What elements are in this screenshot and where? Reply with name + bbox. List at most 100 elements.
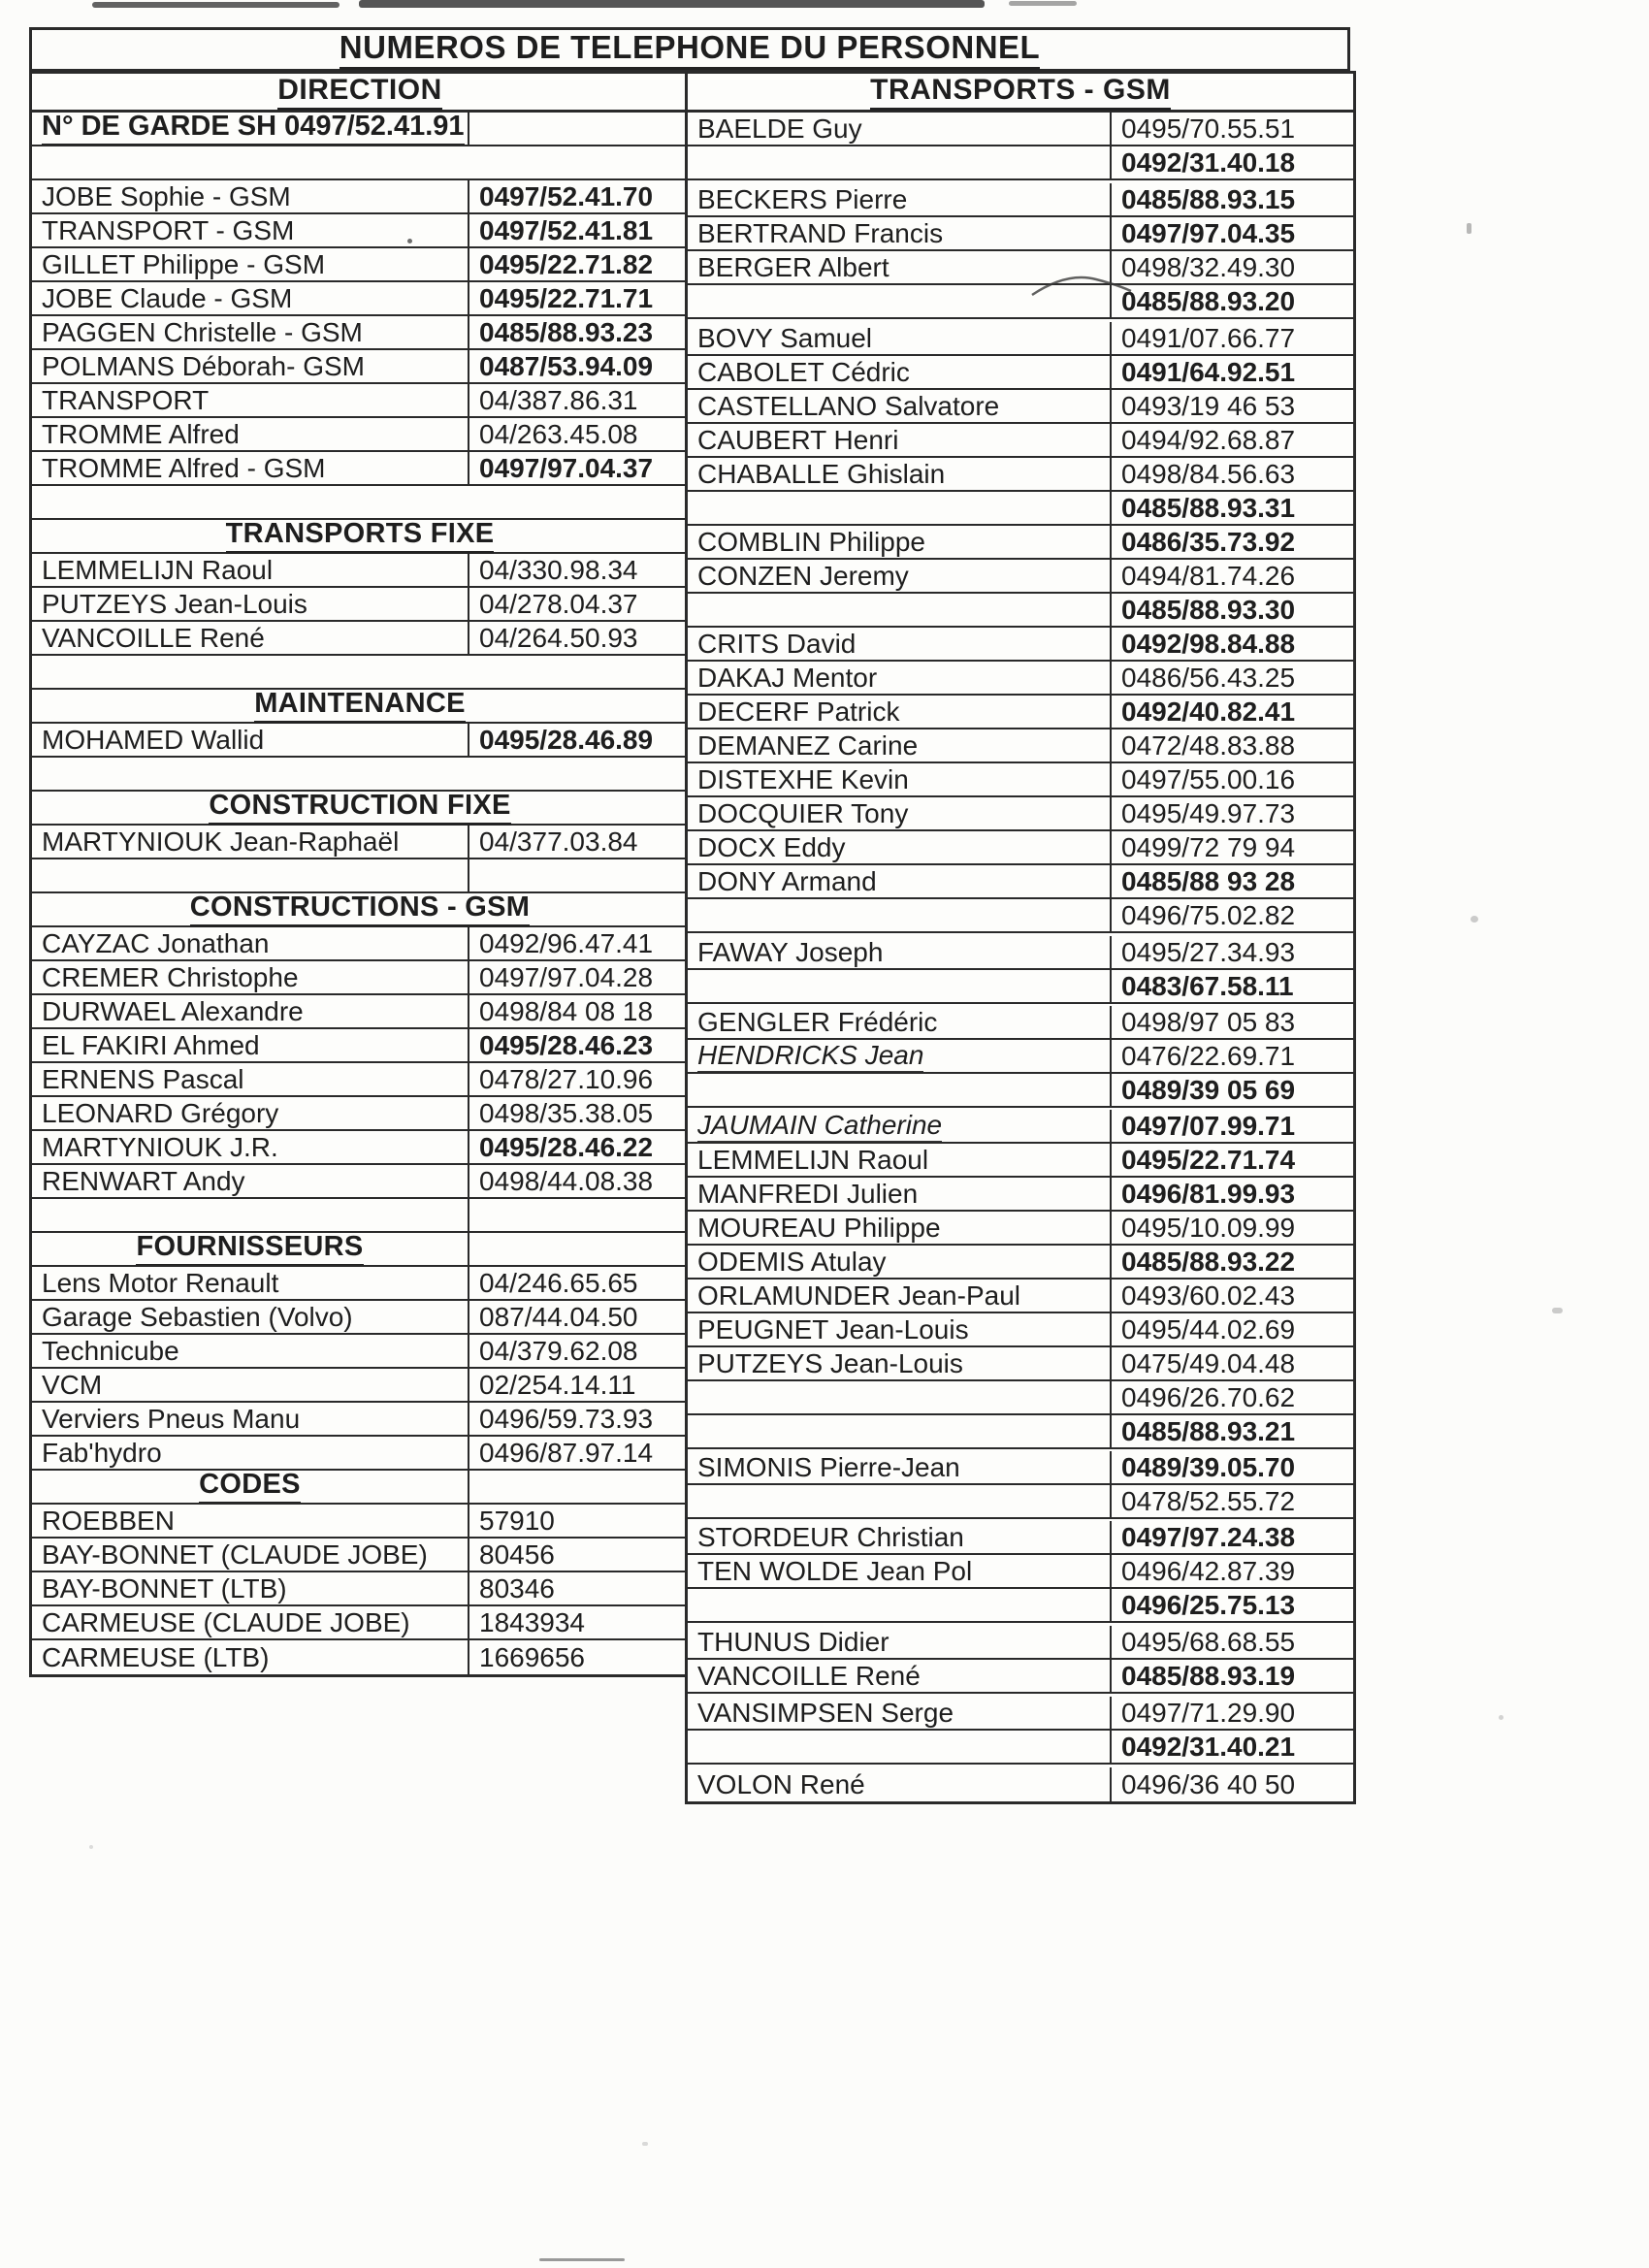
person-name: LEONARD Grégory — [42, 1097, 279, 1128]
empty-name-cell — [688, 285, 1112, 317]
guard-number-cell: N° DE GARDE SH 0497/52.41.91 — [32, 113, 469, 145]
phone-number: 0497/07.99.71 — [1121, 1110, 1296, 1141]
person-name: PUTZEYS Jean-Louis — [42, 588, 307, 619]
person-name: EL FAKIRI Ahmed — [42, 1029, 260, 1060]
table-row: ERNENS Pascal 0478/27.10.96 — [32, 1063, 688, 1097]
speck — [1467, 223, 1471, 234]
name-cell: Garage Sebastien (Volvo) — [32, 1301, 469, 1333]
table-row — [32, 758, 688, 792]
scan-streak-artifact — [359, 0, 985, 8]
table-row: MOUREAU Philippe 0495/10.09.99 — [688, 1212, 1353, 1246]
number-cell: 04/387.86.31 — [469, 384, 688, 416]
number-cell: 0485/88.93.22 — [1112, 1246, 1353, 1278]
person-name: CHABALLE Ghislain — [697, 458, 946, 489]
number-cell: 0489/39.05.70 — [1112, 1451, 1353, 1483]
table-row — [32, 1199, 688, 1233]
phone-number: 0491/64.92.51 — [1121, 356, 1296, 387]
phone-number: 0498/84.56.63 — [1121, 458, 1296, 489]
empty-name-cell — [688, 1589, 1112, 1621]
table-row: ORLAMUNDER Jean-Paul 0493/60.02.43 — [688, 1280, 1353, 1313]
empty-name-cell — [32, 1199, 469, 1231]
table-row: JOBE Claude - GSM 0495/22.71.71 — [32, 282, 688, 316]
phone-number: 0495/28.46.23 — [479, 1029, 654, 1060]
name-cell: TROMME Alfred — [32, 418, 469, 450]
section-header-cell: CONSTRUCTION FIXE — [32, 790, 688, 826]
name-cell: FAWAY Joseph — [688, 936, 1112, 968]
person-name: ODEMIS Atulay — [697, 1246, 887, 1277]
phone-number: 0485/88 93 28 — [1121, 865, 1296, 896]
phone-number: 0496/26.70.62 — [1121, 1381, 1296, 1412]
person-name: VANSIMPSEN Serge — [697, 1697, 954, 1728]
number-cell: 0497/97.04.28 — [469, 961, 688, 993]
phone-number: 0497/97.04.28 — [479, 961, 654, 992]
speck — [1471, 916, 1478, 923]
number-cell: 0497/07.99.71 — [1112, 1110, 1353, 1142]
number-cell: 0496/81.99.93 — [1112, 1178, 1353, 1210]
person-name: BAELDE Guy — [697, 113, 862, 144]
table-row: DAKAJ Mentor 0486/56.43.25 — [688, 662, 1353, 696]
name-cell: POLMANS Déborah- GSM — [32, 350, 469, 382]
name-cell: COMBLIN Philippe — [688, 526, 1112, 558]
number-cell: 0496/36 40 50 — [1112, 1767, 1353, 1801]
table-row — [32, 146, 688, 180]
name-cell: BERGER Albert — [688, 251, 1112, 283]
name-cell: VCM — [32, 1369, 469, 1401]
person-name: VANCOILLE René — [697, 1660, 921, 1691]
name-cell: BERTRAND Francis — [688, 217, 1112, 249]
speck — [1552, 1308, 1563, 1313]
phone-number: 04/264.50.93 — [479, 622, 638, 653]
number-cell: 04/263.45.08 — [469, 418, 688, 450]
speck — [1174, 502, 1178, 506]
number-cell: 0496/42.87.39 — [1112, 1555, 1353, 1587]
phone-number: 0498/84 08 18 — [479, 995, 654, 1026]
table-row: EL FAKIRI Ahmed 0495/28.46.23 — [32, 1029, 688, 1063]
person-name: THUNUS Didier — [697, 1626, 889, 1657]
number-cell: 0498/97 05 83 — [1112, 1006, 1353, 1038]
table-row: VOLON René 0496/36 40 50 — [688, 1767, 1353, 1801]
table-row: 0492/31.40.18 — [688, 146, 1353, 180]
person-name: CAYZAC Jonathan — [42, 927, 270, 958]
table-row: DOCQUIER Tony 0495/49.97.73 — [688, 797, 1353, 831]
number-cell: 0498/84.56.63 — [1112, 458, 1353, 490]
table-row: GILLET Philippe - GSM 0495/22.71.82 — [32, 248, 688, 282]
person-name: MOUREAU Philippe — [697, 1212, 941, 1243]
empty-number-cell — [469, 113, 688, 145]
person-name: Fab'hydro — [42, 1437, 162, 1468]
number-cell: 0497/97.24.38 — [1112, 1521, 1353, 1553]
name-cell: TROMME Alfred - GSM — [32, 452, 469, 484]
table-row: CODES — [32, 1471, 688, 1505]
number-cell: 0497/97.04.35 — [1112, 217, 1353, 249]
table-row: PUTZEYS Jean-Louis 0475/49.04.48 — [688, 1347, 1353, 1381]
person-name: JOBE Sophie - GSM — [42, 180, 291, 211]
phone-number: 0497/97.04.35 — [1121, 217, 1296, 248]
table-row: DURWAEL Alexandre 0498/84 08 18 — [32, 995, 688, 1029]
direction-header-row: DIRECTION — [32, 74, 688, 113]
number-cell: 0487/53.94.09 — [469, 350, 688, 382]
phone-number: 0498/44.08.38 — [479, 1165, 654, 1196]
number-cell: 0496/87.97.14 — [469, 1437, 688, 1469]
person-name: PEUGNET Jean-Louis — [697, 1313, 969, 1345]
table-row: 0485/88.93.20 — [688, 285, 1353, 319]
phone-number: 80346 — [479, 1572, 555, 1604]
name-cell: DEMANEZ Carine — [688, 729, 1112, 761]
table-row: CONSTRUCTIONS - GSM — [32, 891, 688, 927]
number-cell: 0476/22.69.71 — [1112, 1040, 1353, 1072]
table-row: BERTRAND Francis 0497/97.04.35 — [688, 217, 1353, 251]
name-cell: DONY Armand — [688, 865, 1112, 897]
name-cell: MANFREDI Julien — [688, 1178, 1112, 1210]
table-row: CARMEUSE (LTB) 1669656 — [32, 1640, 688, 1674]
number-cell: 04/246.65.65 — [469, 1267, 688, 1299]
table-row: TROMME Alfred 04/263.45.08 — [32, 418, 688, 452]
number-cell: 1669656 — [469, 1640, 688, 1674]
table-row: RENWART Andy 0498/44.08.38 — [32, 1165, 688, 1199]
phone-number: 0486/35.73.92 — [1121, 526, 1296, 557]
person-name: DAKAJ Mentor — [697, 662, 878, 693]
table-row: BERGER Albert 0498/32.49.30 — [688, 251, 1353, 285]
table-row: CABOLET Cédric 0491/64.92.51 — [688, 356, 1353, 390]
table-row: MARTYNIOUK Jean-Raphaël 04/377.03.84 — [32, 826, 688, 859]
table-row: CREMER Christophe 0497/97.04.28 — [32, 961, 688, 995]
name-cell: PEUGNET Jean-Louis — [688, 1313, 1112, 1345]
table-row: N° DE GARDE SH 0497/52.41.91 — [32, 113, 688, 146]
name-cell: CAYZAC Jonathan — [32, 927, 469, 959]
name-cell: BOVY Samuel — [688, 322, 1112, 354]
